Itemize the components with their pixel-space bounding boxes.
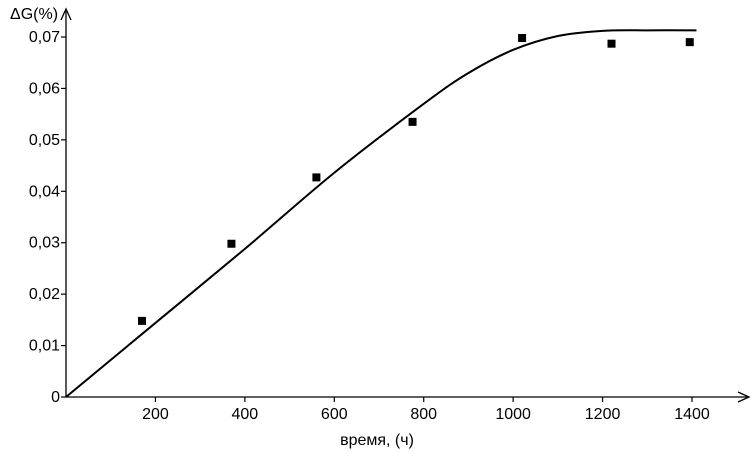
data-point: [227, 239, 236, 248]
data-point: [312, 173, 321, 182]
data-point: [408, 117, 417, 126]
fit-curve-path: [65, 29, 697, 398]
x-tick-label: 1200: [585, 406, 621, 423]
y-tick-label: 0,05: [29, 132, 60, 149]
data-point: [518, 34, 527, 43]
data-points: [138, 34, 694, 325]
x-tick-label: 1400: [674, 406, 710, 423]
y-tick-label: 0,02: [29, 286, 60, 303]
ticks: 200 400 600 800 1000 1200 1400 0 0,01 0,02 0,03 0,0…: [29, 29, 710, 423]
y-tick-label: 0,07: [29, 29, 60, 46]
x-axis-arrow: [737, 391, 751, 403]
y-tick-label: 0,06: [29, 80, 60, 97]
data-point: [685, 38, 694, 47]
x-tick-label: 200: [142, 406, 169, 423]
x-tick-label: 800: [410, 406, 437, 423]
y-tick-label: 0: [51, 389, 60, 406]
y-tick-label: 0,01: [29, 338, 60, 355]
data-point: [138, 316, 147, 325]
y-tick-label: 0,03: [29, 235, 60, 252]
fit-curve: [65, 29, 697, 398]
x-tick-label: 600: [321, 406, 348, 423]
y-axis-arrow: [60, 7, 72, 21]
x-axis-label: время, (ч): [340, 432, 414, 449]
x-tick-label: 1000: [495, 406, 531, 423]
data-point: [607, 39, 616, 48]
y-axis-label: ΔG(%): [10, 6, 58, 23]
x-tick-label: 400: [232, 406, 259, 423]
axes: [60, 7, 751, 403]
y-tick-label: 0,04: [29, 183, 60, 200]
